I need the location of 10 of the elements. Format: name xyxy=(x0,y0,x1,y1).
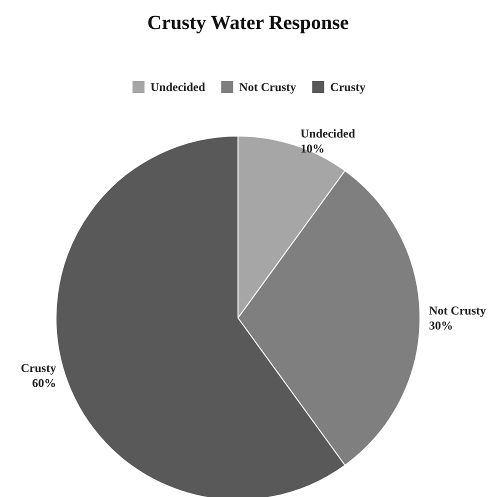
data-label: 60% xyxy=(32,376,56,390)
chart-title: Crusty Water Response xyxy=(147,12,349,34)
slice-label: Undecided xyxy=(300,126,356,141)
data-label: 10% xyxy=(300,142,324,156)
slice-label: Not Crusty xyxy=(429,304,486,318)
legend-label: Not Crusty xyxy=(239,80,296,94)
data-label: 30% xyxy=(429,318,453,332)
slice-label: Crusty xyxy=(20,360,56,375)
legend-label: Crusty xyxy=(330,80,366,94)
legend-label: Undecided xyxy=(150,80,206,94)
